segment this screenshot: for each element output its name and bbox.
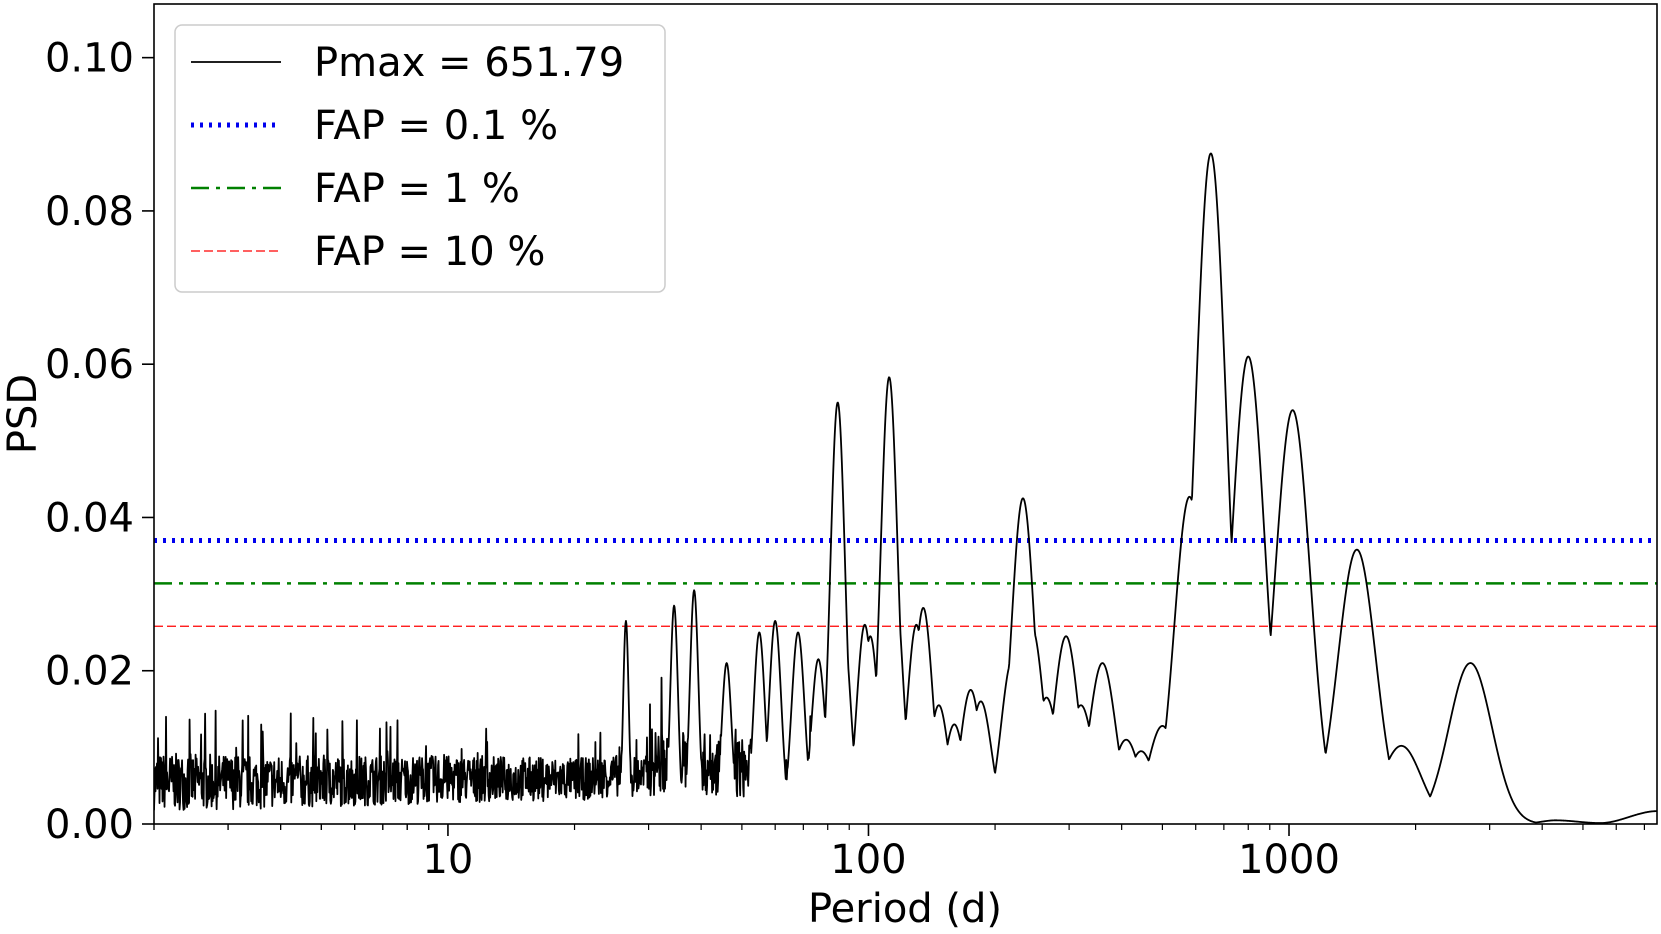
- y-tick-label: 0.06: [45, 342, 134, 388]
- legend-label: Pmax = 651.79: [314, 40, 624, 86]
- psd-series: [154, 152, 1657, 824]
- legend-box: [174, 24, 666, 293]
- y-tick-label: 0.04: [45, 495, 134, 541]
- legend-label: FAP = 1 %: [314, 166, 520, 212]
- legend-label: FAP = 0.1 %: [314, 103, 558, 149]
- x-tick-label: 1000: [1238, 837, 1340, 883]
- y-axis: 0.00 0.02 0.04 0.06 0.08 0.10: [45, 36, 154, 848]
- y-tick-label: 0.00: [45, 802, 134, 848]
- x-tick-label: 100: [830, 837, 906, 883]
- y-tick-label: 0.08: [45, 189, 134, 235]
- legend: Pmax = 651.79 FAP = 0.1 % FAP = 1 % FAP = 1…: [174, 24, 666, 293]
- psd-line: [154, 152, 1657, 824]
- legend-label: FAP = 10 %: [314, 229, 545, 275]
- x-axis-title: Period (d): [808, 886, 1002, 932]
- plot-frame: [153, 3, 1658, 825]
- y-tick-label: 0.02: [45, 649, 134, 695]
- y-tick-label: 0.10: [45, 36, 134, 82]
- fap-lines: [154, 537, 1657, 627]
- y-axis-title: PSD: [0, 374, 46, 454]
- x-tick-label: 10: [422, 837, 473, 883]
- x-axis: 10 100 1000: [153, 824, 1645, 883]
